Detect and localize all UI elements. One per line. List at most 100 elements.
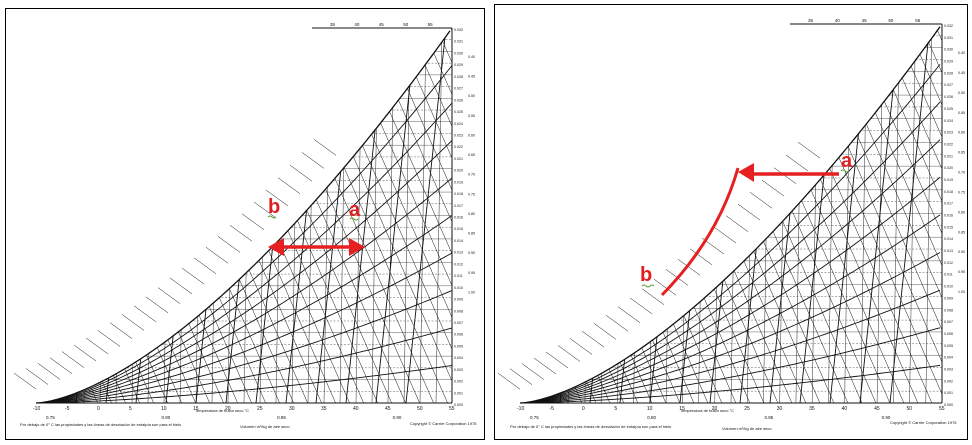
left-psychrometric-chart: -10 -5 0 5 10 15 20 25 30 35 40 45 50 55 0.75 0.80 0.85 0… xyxy=(13,22,477,429)
shr-tick-label: 0.65 xyxy=(468,153,475,157)
humidity-tick-label: 0.004 xyxy=(944,356,953,360)
humidity-tick-label: 0.012 xyxy=(944,261,953,265)
temp-tick-label: 55 xyxy=(449,406,455,412)
volume-tick-label: 0.85 xyxy=(277,415,286,420)
temp-tick-label: 50 xyxy=(417,406,423,412)
humidity-tick-label: 0.032 xyxy=(454,28,463,32)
shr-tick-label: 0.55 xyxy=(468,114,475,118)
humidity-tick-label: 0.008 xyxy=(454,309,463,313)
temp-tick-label: 5 xyxy=(614,406,617,412)
temp-tick-label: 40 xyxy=(842,406,848,412)
left-x-axis-title: Temperatura de bulbo seco °C xyxy=(195,408,249,413)
humidity-tick-label: 0.023 xyxy=(944,131,953,135)
shr-tick-label: 0.75 xyxy=(958,190,965,194)
left-volume-label: Volumen m³/kg de aire seco xyxy=(240,424,290,429)
volume-tick-label: 0.85 xyxy=(764,415,773,420)
shr-tick-label: 0.70 xyxy=(468,173,475,177)
humidity-tick-label: 0.026 xyxy=(944,95,953,99)
right-frame xyxy=(494,4,968,440)
volume-tick-label: 0.75 xyxy=(530,415,539,420)
humidity-tick-label: 0.017 xyxy=(454,204,463,208)
top-tick-label: 50 xyxy=(403,22,409,27)
temp-tick-label: 40 xyxy=(353,406,359,412)
humidity-tick-label: 0.024 xyxy=(944,119,953,123)
left-copyright: Copyright © Carrier Corporation 1975 xyxy=(410,421,477,426)
shr-tick-label: 1.00 xyxy=(958,290,965,294)
top-tick-label: 40 xyxy=(835,18,841,23)
top-tick-label: 55 xyxy=(428,22,434,27)
top-tick-label: 40 xyxy=(354,22,360,27)
top-tick-label: 45 xyxy=(862,18,868,23)
top-tick-label: 35 xyxy=(808,18,814,23)
temp-tick-label: 25 xyxy=(257,406,263,412)
humidity-tick-label: 0.015 xyxy=(944,225,953,229)
temp-tick-label: 30 xyxy=(289,406,295,412)
humidity-tick-label: 0.003 xyxy=(454,368,463,372)
left-point-b-marker xyxy=(267,215,277,219)
temp-tick-label: 35 xyxy=(809,406,815,412)
right-cooling-arrow xyxy=(738,163,839,182)
shr-tick-label: 0.90 xyxy=(958,250,965,254)
humidity-tick-label: 0.017 xyxy=(944,202,953,206)
humidity-tick-label: 0.030 xyxy=(454,51,463,55)
temp-tick-label: -5 xyxy=(549,406,554,412)
humidity-tick-label: 0.032 xyxy=(944,24,953,28)
left-panel: -10 -5 0 5 10 15 20 25 30 35 40 45 50 55 0.75 0.80 0.85 0… xyxy=(5,8,485,440)
humidity-tick-label: 0.022 xyxy=(944,142,953,146)
humidity-tick-label: 0.020 xyxy=(454,169,463,173)
humidity-tick-label: 0.024 xyxy=(454,122,463,126)
temp-tick-label: 30 xyxy=(777,406,783,412)
humidity-tick-label: 0.009 xyxy=(944,296,953,300)
humidity-tick-label: 0.021 xyxy=(944,154,953,158)
right-chart-ticks: -10 -5 0 5 10 15 20 25 30 35 40 45 50 55 0.75 0.80 0.85 0… xyxy=(517,18,965,420)
left-point-a-marker xyxy=(349,217,359,221)
humidity-tick-label: 0.027 xyxy=(454,87,463,91)
humidity-tick-label: 0.021 xyxy=(454,157,463,161)
right-copyright: Copyright © Carrier Corporation 1975 xyxy=(890,420,957,425)
volume-tick-label: 0.75 xyxy=(46,415,55,420)
temp-tick-label: 0 xyxy=(97,406,100,412)
humidity-tick-label: 0.020 xyxy=(944,166,953,170)
humidity-tick-label: 0.005 xyxy=(454,344,463,348)
humidity-tick-label: 0.026 xyxy=(454,98,463,102)
humidity-tick-label: 0.025 xyxy=(454,110,463,114)
temp-tick-label: 55 xyxy=(939,406,945,412)
temp-tick-label: 5 xyxy=(129,406,132,412)
humidity-tick-label: 0.011 xyxy=(454,274,463,278)
temp-tick-label: 20 xyxy=(225,406,231,412)
temp-tick-label: 35 xyxy=(321,406,327,412)
shr-tick-label: 0.85 xyxy=(468,232,475,236)
shr-tick-label: 0.50 xyxy=(958,91,965,95)
temp-tick-label: 10 xyxy=(161,406,167,412)
humidity-tick-label: 0.001 xyxy=(944,391,953,395)
temp-tick-label: 45 xyxy=(385,406,391,412)
humidity-tick-label: 0.014 xyxy=(454,239,463,243)
humidity-tick-label: 0.027 xyxy=(944,83,953,87)
right-point-a-marker xyxy=(840,169,850,173)
top-tick-label: 50 xyxy=(888,18,894,23)
humidity-tick-label: 0.002 xyxy=(454,380,463,384)
humidity-tick-label: 0.018 xyxy=(454,192,463,196)
shr-tick-label: 0.95 xyxy=(958,270,965,274)
right-point-b-label: b xyxy=(640,264,652,286)
humidity-tick-label: 0.012 xyxy=(454,262,463,266)
humidity-tick-label: 0.025 xyxy=(944,107,953,111)
right-footnote: Por debajo de 0° C las propiedades y las… xyxy=(510,424,672,429)
shr-tick-label: 0.40 xyxy=(958,51,965,55)
temp-tick-label: -5 xyxy=(65,406,70,412)
left-footnote: Por debajo de 0° C las propiedades y las… xyxy=(20,422,182,427)
humidity-tick-label: 0.007 xyxy=(454,321,463,325)
right-psychrometric-chart: -10 -5 0 5 10 15 20 25 30 35 40 45 50 55 0.75 0.80 0.85 0… xyxy=(497,18,965,431)
shr-tick-label: 0.80 xyxy=(468,212,475,216)
humidity-tick-label: 0.000 xyxy=(454,403,463,407)
shr-tick-label: 0.85 xyxy=(958,230,965,234)
humidity-tick-label: 0.006 xyxy=(454,333,463,337)
humidity-tick-label: 0.002 xyxy=(944,379,953,383)
shr-tick-label: 0.70 xyxy=(958,171,965,175)
left-frame xyxy=(5,8,485,440)
shr-tick-label: 0.55 xyxy=(958,111,965,115)
temp-tick-label: -10 xyxy=(33,406,40,412)
volume-tick-label: 0.90 xyxy=(882,415,891,420)
humidity-tick-label: 0.016 xyxy=(944,214,953,218)
temp-tick-label: -10 xyxy=(517,406,524,412)
